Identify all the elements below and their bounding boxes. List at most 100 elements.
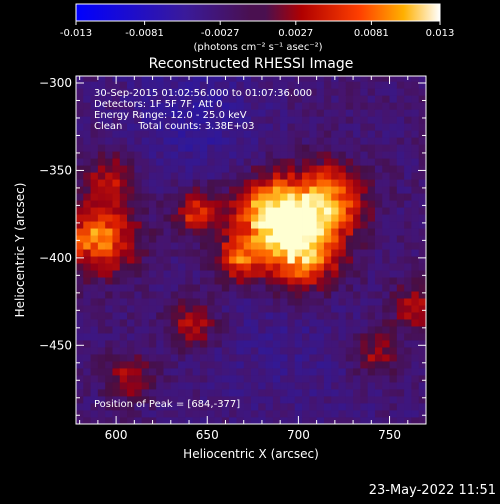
heatmap-cell	[127, 123, 135, 131]
heatmap-cell	[199, 116, 208, 124]
heatmap-cell	[338, 347, 347, 355]
heatmap-cell	[345, 207, 354, 215]
heatmap-cell	[396, 116, 405, 124]
heatmap-cell	[287, 228, 296, 236]
heatmap-cell	[112, 354, 121, 362]
heatmap-cell	[404, 291, 412, 299]
heatmap-cell	[389, 109, 398, 117]
heatmap-cell	[178, 109, 186, 117]
heatmap-cell	[214, 410, 223, 418]
heatmap-cell	[294, 396, 303, 404]
heatmap-cell	[170, 333, 179, 341]
heatmap-cell	[141, 179, 150, 187]
heatmap-cell	[156, 305, 164, 313]
heatmap-cell	[338, 88, 347, 96]
heatmap-cell	[309, 130, 318, 138]
heatmap-cell	[309, 263, 318, 271]
heatmap-cell	[156, 221, 164, 229]
heatmap-cell	[265, 382, 274, 390]
heatmap-cell	[367, 165, 376, 173]
heatmap-cell	[207, 214, 215, 222]
heatmap-cell	[141, 235, 150, 243]
heatmap-cell	[287, 95, 296, 103]
heatmap-cell	[83, 165, 91, 173]
heatmap-cell	[236, 186, 245, 194]
heatmap-cell	[148, 305, 157, 313]
heatmap-cell	[411, 151, 420, 159]
heatmap-cell	[141, 417, 150, 424]
heatmap-cell	[418, 151, 426, 159]
heatmap-cell	[134, 340, 143, 348]
heatmap-cell	[243, 326, 252, 334]
heatmap-cell	[192, 389, 201, 397]
heatmap-cell	[170, 76, 179, 82]
heatmap-cell	[323, 375, 332, 383]
heatmap-cell	[163, 109, 172, 117]
heatmap-cell	[163, 179, 172, 187]
heatmap-cell	[323, 256, 332, 264]
heatmap-cell	[148, 207, 157, 215]
heatmap-cell	[192, 165, 201, 173]
heatmap-cell	[207, 242, 215, 250]
heatmap-cell	[345, 249, 354, 257]
heatmap-cell	[331, 305, 339, 313]
heatmap-cell	[207, 102, 215, 110]
heatmap-cell	[214, 347, 223, 355]
heatmap-cell	[302, 319, 310, 327]
heatmap-cell	[127, 368, 135, 376]
heatmap-cell	[367, 361, 376, 369]
heatmap-cell	[258, 249, 266, 257]
heatmap-cell	[374, 95, 383, 103]
heatmap-cell	[105, 214, 113, 222]
heatmap-cell	[119, 326, 128, 334]
heatmap-cell	[97, 179, 106, 187]
heatmap-cell	[309, 361, 318, 369]
heatmap-cell	[83, 186, 91, 194]
heatmap-cell	[353, 312, 361, 320]
heatmap-cell	[214, 137, 223, 145]
heatmap-cell	[185, 347, 194, 355]
heatmap-cell	[192, 172, 201, 180]
heatmap-cell	[294, 305, 303, 313]
heatmap-cell	[294, 284, 303, 292]
heatmap-cell	[119, 102, 128, 110]
heatmap-cell	[360, 305, 369, 313]
heatmap-cell	[374, 221, 383, 229]
heatmap-cell	[156, 270, 164, 278]
heatmap-cell	[221, 382, 230, 390]
heatmap-cell	[367, 270, 376, 278]
heatmap-cell	[83, 368, 91, 376]
heatmap-cell	[185, 249, 194, 257]
heatmap-cell	[185, 263, 194, 271]
heatmap-cell	[367, 389, 376, 397]
heatmap-cell	[389, 228, 398, 236]
heatmap-cell	[170, 102, 179, 110]
heatmap-cell	[338, 396, 347, 404]
heatmap-cell	[156, 214, 164, 222]
heatmap-cell	[178, 326, 186, 334]
heatmap-cell	[163, 242, 172, 250]
heatmap-cell	[360, 214, 369, 222]
heatmap-cell	[418, 249, 426, 257]
heatmap-cell	[134, 144, 143, 152]
heatmap-cell	[272, 263, 281, 271]
heatmap-cell	[396, 228, 405, 236]
heatmap-cell	[338, 333, 347, 341]
heatmap-cell	[134, 228, 143, 236]
heatmap-cell	[119, 277, 128, 285]
heatmap-cell	[396, 165, 405, 173]
heatmap-cell	[251, 368, 259, 376]
heatmap-cell	[258, 340, 266, 348]
heatmap-cell	[192, 123, 201, 131]
heatmap-cell	[185, 144, 194, 152]
heatmap-cell	[360, 95, 369, 103]
heatmap-cell	[345, 340, 354, 348]
heatmap-cell	[141, 207, 150, 215]
heatmap-cell	[287, 305, 296, 313]
heatmap-cell	[148, 270, 157, 278]
heatmap-cell	[404, 200, 412, 208]
heatmap-cell	[353, 102, 361, 110]
heatmap-cell	[272, 256, 281, 264]
heatmap-cell	[396, 137, 405, 145]
heatmap-cell	[345, 116, 354, 124]
